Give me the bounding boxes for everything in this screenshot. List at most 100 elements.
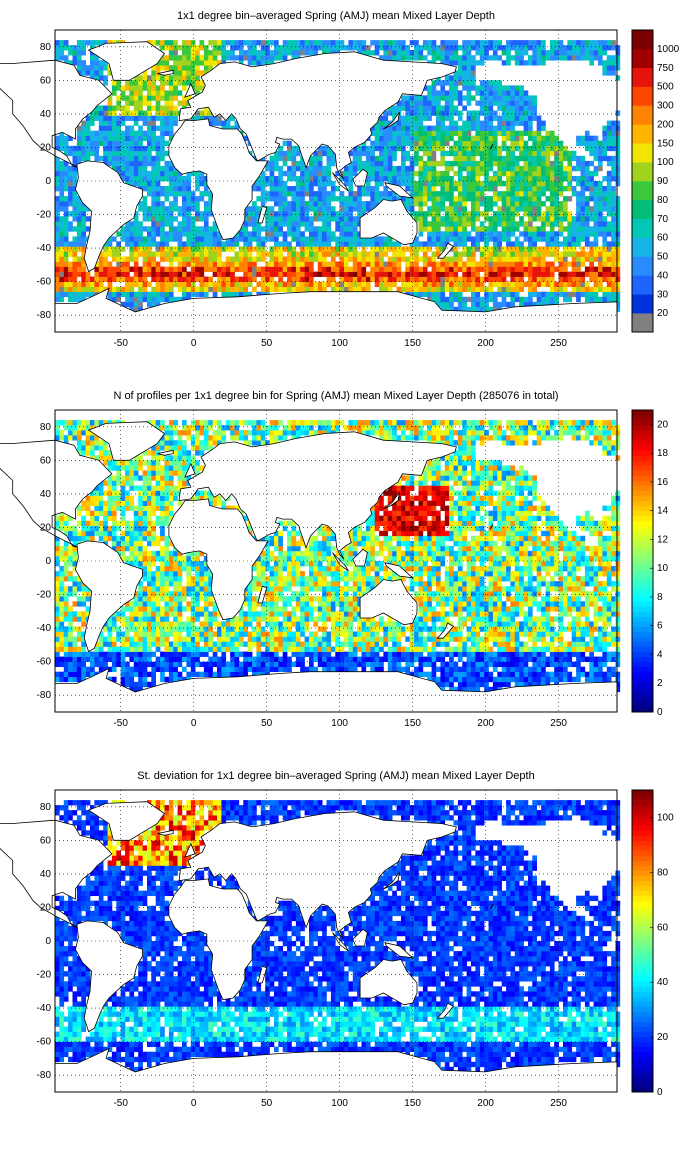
colorbar-band	[632, 561, 653, 566]
colorbar-label: 4	[657, 649, 663, 660]
colorbar-band	[632, 521, 653, 526]
colorbar-label: 70	[657, 214, 669, 225]
colorbar-band	[632, 825, 653, 830]
y-tick-label: -20	[37, 970, 52, 981]
x-tick-label: 50	[261, 1098, 273, 1109]
colorbar-band	[632, 450, 653, 455]
x-tick-label: 150	[404, 338, 421, 349]
colorbar-label: 0	[657, 707, 663, 718]
x-tick-label: 250	[550, 718, 567, 729]
colorbar-swatch	[632, 162, 653, 181]
colorbar-swatch	[632, 313, 653, 332]
colorbar-label: 1000	[657, 44, 680, 55]
std-deviation-panel: St. deviation for 1x1 degree bin–average…	[0, 770, 696, 1150]
colorbar-label: 60	[657, 922, 669, 933]
colorbar-band	[632, 556, 653, 561]
colorbar-band	[632, 596, 653, 601]
colorbar-band	[632, 571, 653, 576]
colorbar-band	[632, 860, 653, 865]
colorbar-band	[632, 931, 653, 936]
colorbar-swatch	[632, 87, 653, 106]
x-tick-label: 150	[404, 1098, 421, 1109]
y-tick-label: -20	[37, 590, 52, 601]
x-tick-label: 0	[191, 1098, 197, 1109]
colorbar-band	[632, 626, 653, 631]
x-tick-label: -50	[113, 1098, 128, 1109]
colorbar-band	[632, 1057, 653, 1062]
x-tick-label: 50	[261, 718, 273, 729]
colorbar-label: 80	[657, 195, 669, 206]
y-tick-label: -40	[37, 623, 52, 634]
y-tick-label: -80	[37, 1070, 52, 1081]
colorbar-band	[632, 455, 653, 460]
colorbar-band	[632, 966, 653, 971]
colorbar-band	[632, 501, 653, 506]
y-tick-label: 0	[45, 556, 51, 567]
colorbar-band	[632, 1017, 653, 1022]
colorbar-swatch	[632, 257, 653, 276]
colorbar-band	[632, 611, 653, 616]
colorbar-band	[632, 637, 653, 642]
mld-mean-panel: 1x1 degree bin–averaged Spring (AMJ) mea…	[0, 10, 696, 390]
colorbar-band	[632, 871, 653, 876]
colorbar-band	[632, 652, 653, 657]
colorbar-label: 20	[657, 419, 669, 430]
colorbar-band	[632, 876, 653, 881]
colorbar-swatch	[632, 181, 653, 200]
colorbar-swatch	[632, 275, 653, 294]
y-tick-label: -60	[37, 657, 52, 668]
colorbar-swatch	[632, 294, 653, 313]
y-tick-label: -40	[37, 1003, 52, 1014]
colorbar-band	[632, 697, 653, 702]
colorbar-band	[632, 662, 653, 667]
colorbar-band	[632, 506, 653, 511]
colorbar-band	[632, 941, 653, 946]
colorbar-band	[632, 961, 653, 966]
x-tick-label: 100	[331, 718, 348, 729]
colorbar-band	[632, 956, 653, 961]
colorbar-band	[632, 971, 653, 976]
colorbar-label: 6	[657, 621, 663, 632]
x-tick-label: 50	[261, 338, 273, 349]
colorbar-band	[632, 435, 653, 440]
colorbar-band	[632, 1062, 653, 1067]
colorbar-band	[632, 616, 653, 621]
y-tick-label: -40	[37, 243, 52, 254]
colorbar-band	[632, 820, 653, 825]
colorbar-label: 14	[657, 506, 669, 517]
y-tick-label: 0	[45, 176, 51, 187]
colorbar-band	[632, 420, 653, 425]
y-tick-label: -80	[37, 310, 52, 321]
colorbar-band	[632, 496, 653, 501]
colorbar-band	[632, 901, 653, 906]
colorbar-band	[632, 415, 653, 420]
colorbar-band	[632, 672, 653, 677]
colorbar-band	[632, 692, 653, 697]
colorbar-band	[632, 1001, 653, 1006]
colorbar-label: 150	[657, 138, 674, 149]
y-tick-label: 40	[40, 869, 52, 880]
colorbar-band	[632, 1032, 653, 1037]
colorbar-band	[632, 996, 653, 1001]
colorbar-band	[632, 642, 653, 647]
colorbar-label: 500	[657, 82, 674, 93]
colorbar-band	[632, 546, 653, 551]
colorbar-swatch	[632, 30, 653, 49]
colorbar-label: 12	[657, 534, 669, 545]
colorbar-band	[632, 647, 653, 652]
colorbar-label: 20	[657, 308, 669, 319]
colorbar-band	[632, 886, 653, 891]
colorbar-label: 0	[657, 1087, 663, 1098]
x-tick-label: 0	[191, 718, 197, 729]
x-tick-label: 150	[404, 718, 421, 729]
colorbar-band	[632, 516, 653, 521]
colorbar-band	[632, 1082, 653, 1087]
x-tick-label: 250	[550, 1098, 567, 1109]
colorbar-band	[632, 815, 653, 820]
colorbar-band	[632, 1042, 653, 1047]
y-tick-label: -60	[37, 1037, 52, 1048]
colorbar-band	[632, 470, 653, 475]
x-tick-label: -50	[113, 338, 128, 349]
colorbar-band	[632, 981, 653, 986]
